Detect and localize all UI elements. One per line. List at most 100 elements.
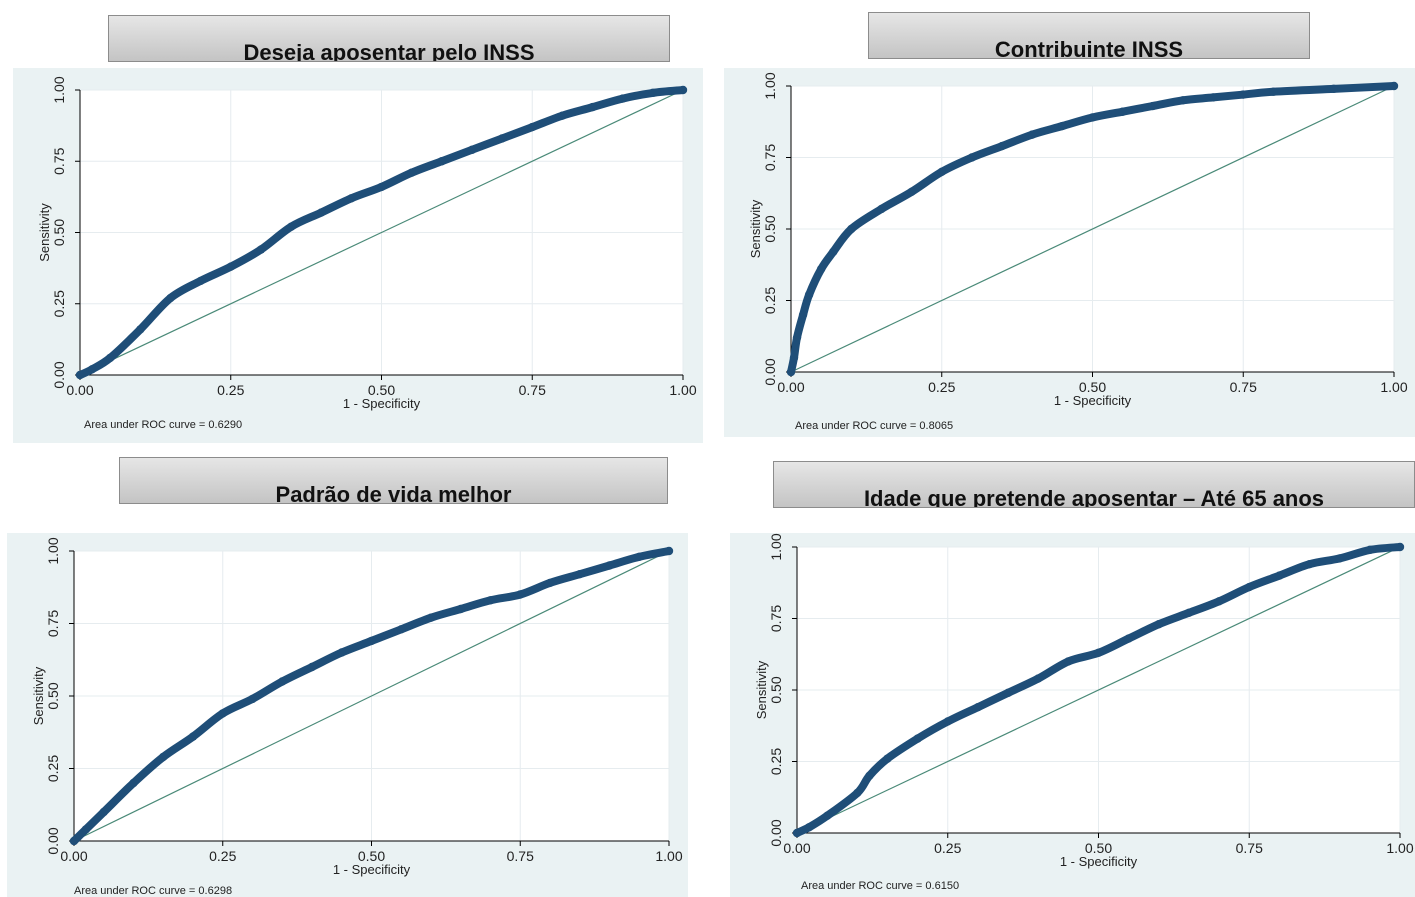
roc-point (804, 823, 814, 832)
roc-point (678, 85, 688, 95)
roc-chart: 0.000.00 0.25 0.25 0.50 0.50 0.75 0.75 1.00 1.00… (37, 76, 697, 411)
roc-point (337, 648, 346, 657)
chart-title-bar: Contribuinte INSS (868, 12, 1310, 59)
y-tick-label: 0.75 (762, 144, 778, 171)
roc-point (792, 828, 802, 838)
chart-title: Idade que pretende aposentar – Até 65 an… (863, 486, 1325, 508)
roc-point (997, 141, 1007, 151)
roc-point (883, 754, 892, 763)
roc-point (967, 153, 977, 162)
roc-point (664, 546, 674, 556)
roc-point (575, 570, 584, 579)
roc-curve (76, 86, 687, 379)
auc-annotation: Area under ROC curve = 0.8065 (795, 420, 954, 432)
roc-point (278, 677, 287, 686)
y-tick-label: 0.50 (762, 215, 778, 242)
y-tick-label: 0.25 (51, 290, 67, 317)
roc-point (1003, 688, 1013, 698)
roc-point (307, 662, 317, 672)
y-tick-label: 1.00 (51, 76, 67, 103)
roc-point (166, 293, 175, 303)
roc-point (248, 694, 257, 704)
x-tick-label: 0.00 (783, 840, 810, 856)
roc-chart-panel: 0.00 0.00 0.25 0.25 0.50 0.50 0.75 0.75 1.00 1.00… (730, 533, 1415, 897)
y-tick-label: 0.00 (51, 361, 67, 388)
x-tick-label: 0.00 (777, 379, 804, 395)
roc-point (1239, 90, 1248, 99)
x-tick-label: 0.75 (519, 382, 546, 398)
roc-point (1094, 648, 1103, 658)
roc-point (1214, 597, 1224, 606)
y-tick-label: 0.50 (51, 219, 67, 246)
y-tick-label: 0.75 (45, 610, 61, 637)
x-tick-label: 0.50 (358, 848, 385, 864)
x-tick-label: 0.50 (1085, 840, 1112, 856)
roc-point (188, 732, 198, 741)
y-tick-label: 0.00 (768, 819, 784, 846)
y-tick-label: 0.50 (45, 682, 61, 709)
roc-point (1058, 121, 1067, 131)
roc-point (226, 262, 235, 271)
reference-line (73, 550, 670, 842)
y-tick-label: 1.00 (762, 72, 778, 99)
roc-point (847, 224, 856, 234)
x-tick-label: 1.00 (655, 848, 682, 864)
x-tick-label: 0.25 (928, 379, 955, 395)
roc-point (558, 111, 567, 120)
roc-chart-panel: 0.00 0.00 0.25 0.25 0.50 0.50 0.75 0.75 1.00 1.00… (7, 533, 688, 897)
roc-point (456, 604, 465, 614)
roc-point (1275, 571, 1284, 580)
auc-annotation: Area under ROC curve = 0.6150 (801, 880, 960, 892)
roc-point (256, 245, 266, 254)
y-tick-label: 1.00 (45, 537, 61, 564)
roc-point (829, 247, 838, 257)
roc-point (877, 204, 886, 214)
roc-point (516, 590, 525, 599)
roc-point (1154, 620, 1163, 629)
roc-chart-panel: 0.00 0.00 0.25 0.25 0.50 0.50 0.75 0.75 1.00 1.00… (724, 68, 1415, 437)
roc-point (407, 168, 416, 177)
roc-point (545, 578, 555, 588)
roc-point (1184, 608, 1194, 617)
x-axis-label: 1 - Specificity (1060, 854, 1138, 869)
chart-title-bar: Idade que pretende aposentar – Até 65 an… (773, 461, 1415, 508)
y-tick-label: 1.00 (768, 533, 784, 560)
roc-point (1124, 634, 1133, 643)
roc-point (588, 102, 597, 112)
x-axis-label: 1 - Specificity (343, 396, 421, 411)
roc-point (618, 94, 627, 103)
roc-point (196, 276, 205, 286)
roc-point (635, 552, 644, 561)
roc-chart: 0.000.00 0.25 0.25 0.50 0.50 0.75 0.75 1.00 1.00… (754, 533, 1414, 869)
roc-point (853, 788, 862, 798)
roc-point (426, 613, 436, 622)
x-tick-label: 0.75 (507, 848, 534, 864)
roc-point (397, 625, 406, 634)
roc-point (786, 367, 796, 377)
roc-point (99, 807, 108, 817)
roc-point (437, 157, 446, 166)
roc-point (69, 836, 79, 846)
roc-point (1269, 87, 1278, 96)
roc-point (497, 134, 507, 143)
roc-point (648, 88, 658, 98)
y-tick-label: 0.25 (768, 748, 784, 775)
roc-point (136, 325, 145, 334)
x-tick-label: 0.25 (934, 840, 961, 856)
x-tick-label: 0.00 (60, 848, 87, 864)
roc-point (1028, 130, 1037, 139)
x-axis-label: 1 - Specificity (1054, 393, 1132, 408)
roc-point (1064, 657, 1073, 666)
roc-point (1365, 545, 1375, 555)
roc-point (286, 222, 296, 231)
auc-annotation: Area under ROC curve = 0.6290 (84, 419, 243, 431)
roc-point (943, 717, 952, 726)
roc-point (1305, 559, 1314, 569)
roc-point (218, 709, 227, 718)
roc-point (865, 771, 874, 780)
roc-point (792, 333, 802, 342)
roc-point (1088, 113, 1097, 122)
chart-title-bar: Deseja aposentar pelo INSS (108, 15, 670, 62)
roc-point (1208, 93, 1218, 102)
roc-point (798, 310, 808, 319)
